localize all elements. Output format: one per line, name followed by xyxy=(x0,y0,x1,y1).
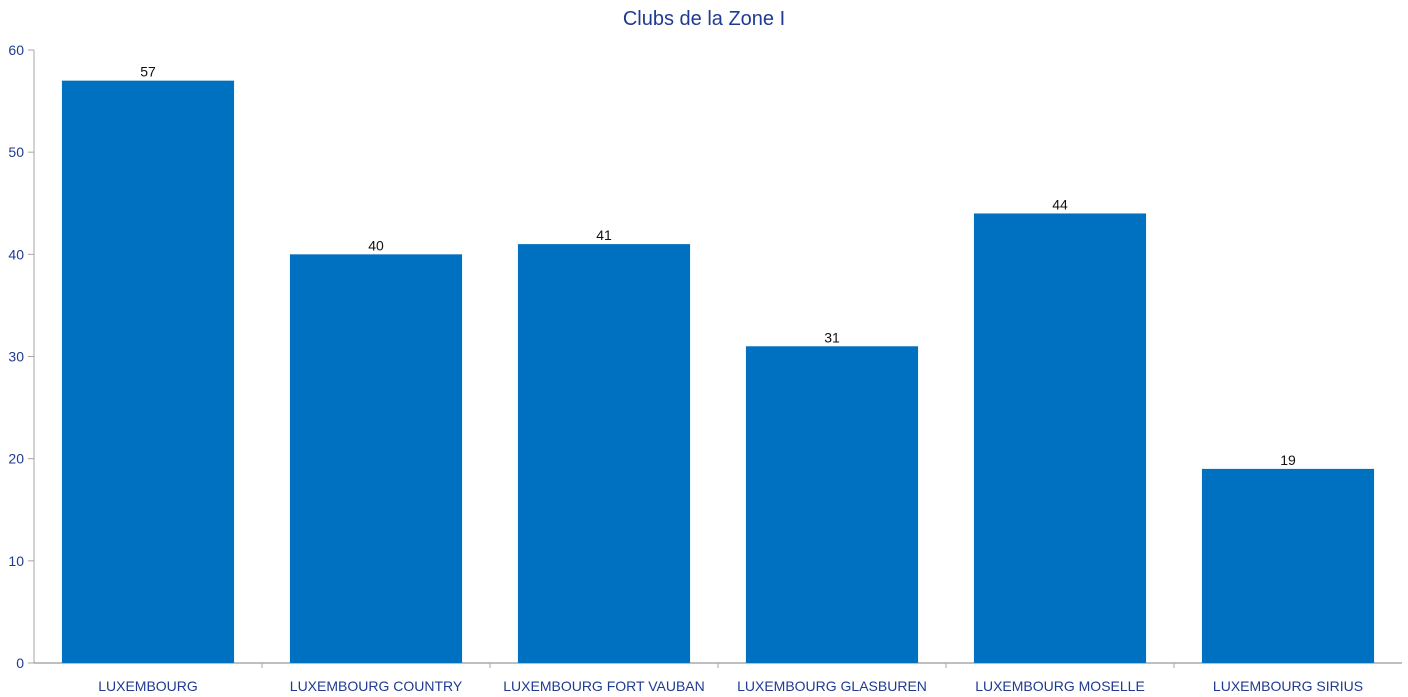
data-label: 31 xyxy=(824,329,840,345)
chart-title: Clubs de la Zone I xyxy=(622,8,786,30)
bar xyxy=(1201,468,1375,663)
x-tick-label: LUXEMBOURG SIRIUS xyxy=(1213,678,1363,694)
data-label: 40 xyxy=(368,237,384,253)
x-tick-label: LUXEMBOURG xyxy=(98,678,198,694)
data-label: 44 xyxy=(1052,196,1068,212)
y-tick-label: 50 xyxy=(8,144,24,160)
data-label: 57 xyxy=(140,64,156,80)
bars xyxy=(61,80,1375,664)
data-label: 41 xyxy=(596,227,612,243)
data-label: 19 xyxy=(1280,452,1296,468)
y-tick-label: 40 xyxy=(8,246,24,262)
bar xyxy=(973,213,1147,663)
labels: 0 10 20 30 40 50 60 57 LUXEMBOURG 40 LUXEMBOURG CO… xyxy=(8,42,1363,694)
bar xyxy=(61,80,235,663)
y-tick-label: 0 xyxy=(16,655,24,671)
x-tick-label: LUXEMBOURG FORT VAUBAN xyxy=(503,678,704,694)
x-tick-label: LUXEMBOURG MOSELLE xyxy=(975,678,1145,694)
bar xyxy=(517,244,691,663)
x-tick-label: LUXEMBOURG COUNTRY xyxy=(290,678,463,694)
y-tick-label: 10 xyxy=(8,553,24,569)
y-tick-label: 60 xyxy=(8,42,24,58)
x-tick-label: LUXEMBOURG GLASBUREN xyxy=(737,678,927,694)
axes xyxy=(28,49,1402,668)
bar xyxy=(289,254,463,664)
y-tick-label: 30 xyxy=(8,349,24,365)
bar xyxy=(745,346,919,663)
y-tick-label: 20 xyxy=(8,451,24,467)
